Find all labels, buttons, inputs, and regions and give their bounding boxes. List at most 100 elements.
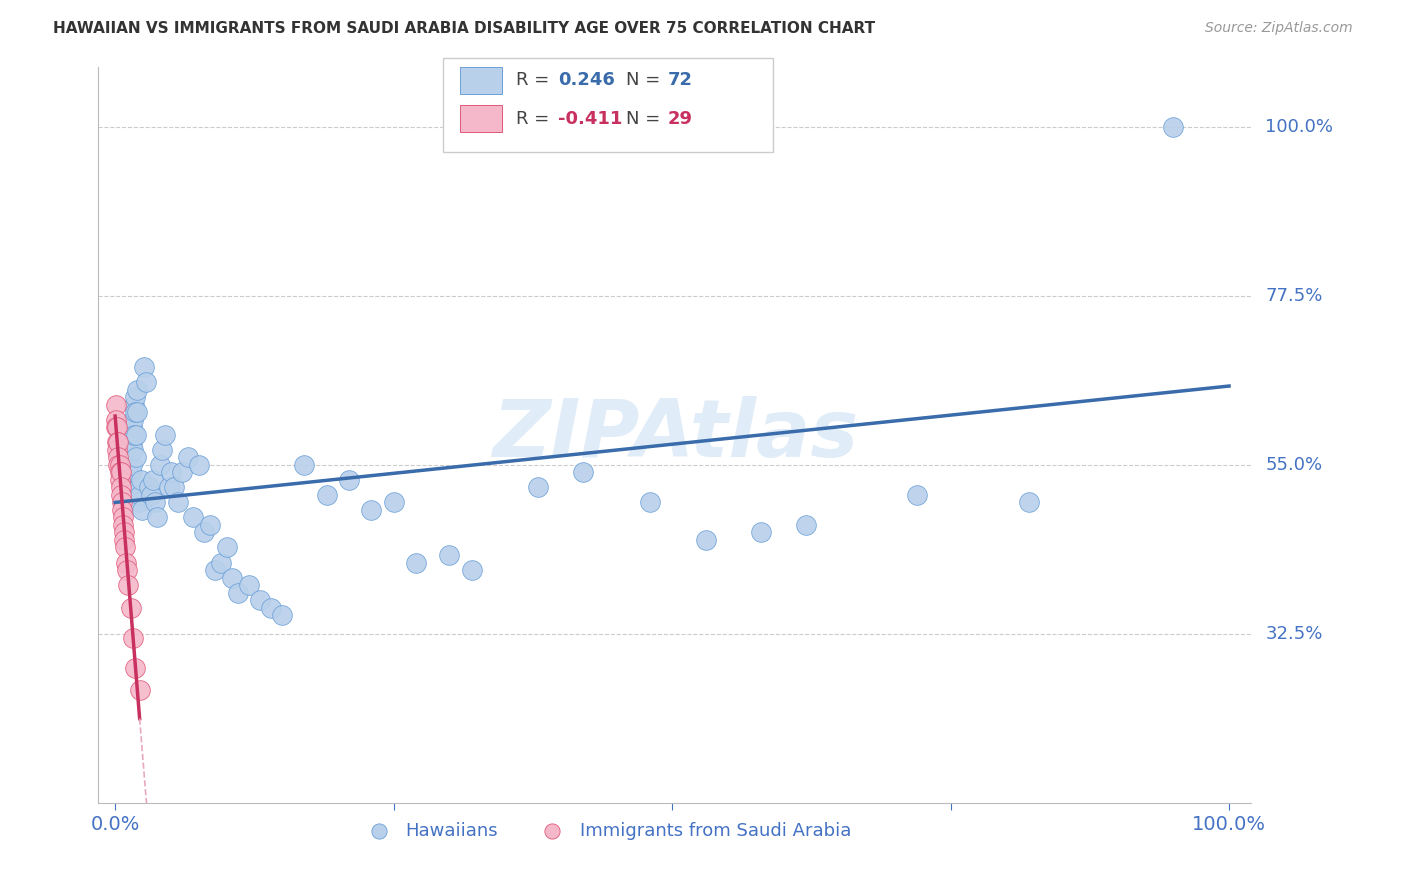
Point bbox=[129, 473, 152, 487]
Text: 72: 72 bbox=[668, 71, 693, 89]
Point bbox=[131, 503, 153, 517]
Text: N =: N = bbox=[626, 71, 659, 89]
Point bbox=[695, 533, 717, 547]
Point bbox=[105, 420, 128, 434]
Point bbox=[107, 458, 129, 472]
Point bbox=[337, 473, 360, 487]
Point bbox=[1163, 120, 1185, 134]
Point bbox=[1018, 495, 1040, 509]
Point bbox=[166, 495, 188, 509]
Point bbox=[382, 495, 405, 509]
Point bbox=[360, 503, 382, 517]
Point bbox=[238, 578, 260, 592]
Text: R =: R = bbox=[516, 110, 550, 128]
Point bbox=[122, 442, 145, 457]
Point bbox=[142, 473, 165, 487]
Point bbox=[117, 563, 139, 577]
Point bbox=[170, 466, 193, 480]
Point bbox=[128, 683, 150, 698]
Point bbox=[124, 660, 146, 674]
Point bbox=[749, 525, 772, 540]
Point bbox=[572, 466, 595, 480]
Point bbox=[114, 541, 136, 555]
Point bbox=[157, 480, 180, 494]
Point bbox=[124, 390, 146, 404]
Point bbox=[794, 518, 817, 533]
Point bbox=[114, 466, 136, 480]
Point bbox=[315, 488, 337, 502]
Point bbox=[124, 405, 146, 419]
Point bbox=[110, 480, 132, 494]
Point bbox=[117, 458, 139, 472]
Point bbox=[125, 450, 148, 465]
Point bbox=[118, 480, 141, 494]
Point bbox=[198, 518, 221, 533]
Point bbox=[115, 556, 138, 570]
Point bbox=[159, 466, 181, 480]
Point bbox=[122, 413, 145, 427]
Point bbox=[439, 548, 461, 562]
Point bbox=[128, 488, 150, 502]
Point bbox=[187, 458, 209, 472]
Point bbox=[181, 510, 204, 524]
Point bbox=[139, 488, 162, 502]
Point bbox=[117, 435, 139, 450]
Point bbox=[215, 541, 238, 555]
Point bbox=[150, 442, 173, 457]
Text: N =: N = bbox=[626, 110, 659, 128]
Text: -0.411: -0.411 bbox=[558, 110, 623, 128]
Point bbox=[120, 442, 142, 457]
Point bbox=[149, 458, 172, 472]
Point bbox=[122, 631, 145, 645]
Point bbox=[121, 420, 143, 434]
Point bbox=[117, 450, 139, 465]
Point bbox=[120, 600, 142, 615]
Point bbox=[117, 466, 139, 480]
Point bbox=[271, 608, 294, 623]
Point bbox=[112, 458, 135, 472]
Point bbox=[107, 450, 129, 465]
Point bbox=[249, 593, 271, 607]
Point bbox=[107, 435, 129, 450]
Point bbox=[163, 480, 186, 494]
Point bbox=[176, 450, 198, 465]
Point bbox=[118, 428, 141, 442]
Point bbox=[127, 383, 149, 397]
Point bbox=[209, 556, 232, 570]
Point bbox=[105, 413, 128, 427]
Point bbox=[128, 495, 150, 509]
Point bbox=[132, 360, 155, 375]
Point bbox=[204, 563, 226, 577]
Text: HAWAIIAN VS IMMIGRANTS FROM SAUDI ARABIA DISABILITY AGE OVER 75 CORRELATION CHAR: HAWAIIAN VS IMMIGRANTS FROM SAUDI ARABIA… bbox=[53, 21, 876, 37]
Point bbox=[527, 480, 550, 494]
Point bbox=[115, 442, 138, 457]
Point bbox=[111, 518, 134, 533]
Point bbox=[112, 525, 135, 540]
Point bbox=[121, 458, 143, 472]
Point bbox=[105, 398, 128, 412]
Point bbox=[127, 405, 149, 419]
Point bbox=[143, 495, 166, 509]
Point bbox=[260, 600, 283, 615]
Text: 0.246: 0.246 bbox=[558, 71, 614, 89]
Point bbox=[460, 563, 482, 577]
Point bbox=[294, 458, 316, 472]
Point bbox=[105, 435, 128, 450]
Point bbox=[405, 556, 427, 570]
Point bbox=[146, 510, 169, 524]
Point bbox=[112, 533, 135, 547]
Text: 32.5%: 32.5% bbox=[1265, 624, 1323, 643]
Text: Source: ZipAtlas.com: Source: ZipAtlas.com bbox=[1205, 21, 1353, 36]
Text: 100.0%: 100.0% bbox=[1265, 118, 1333, 136]
Point bbox=[117, 578, 139, 592]
Point bbox=[135, 376, 157, 390]
Point bbox=[138, 480, 160, 494]
Legend: Hawaiians, Immigrants from Saudi Arabia: Hawaiians, Immigrants from Saudi Arabia bbox=[353, 814, 858, 847]
Point bbox=[121, 435, 143, 450]
Point bbox=[108, 466, 131, 480]
Point bbox=[111, 510, 134, 524]
Point bbox=[111, 503, 134, 517]
Text: 77.5%: 77.5% bbox=[1265, 287, 1323, 305]
Point bbox=[105, 420, 128, 434]
Point bbox=[108, 458, 131, 472]
